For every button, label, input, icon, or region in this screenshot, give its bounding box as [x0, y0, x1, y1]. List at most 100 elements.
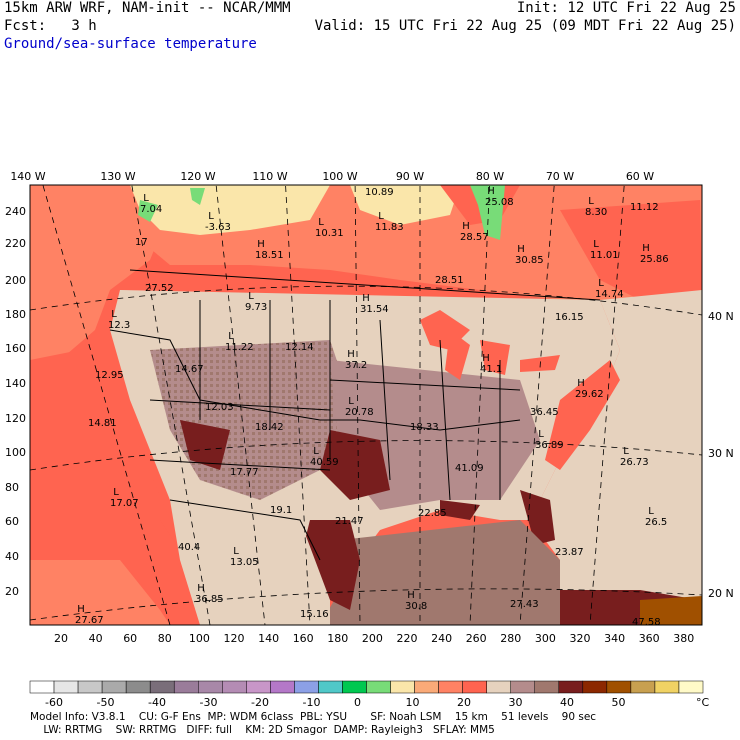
value-label: 17.77: [230, 467, 259, 478]
top-lon-label: 80 W: [476, 170, 504, 183]
left-y-label: 240: [5, 205, 26, 218]
colorbar-swatch: [125, 680, 151, 694]
bottom-x-label: 200: [362, 632, 383, 645]
value-label: 17.07: [110, 498, 139, 509]
value-label: 41.09: [455, 463, 484, 474]
extremum-marker: H: [487, 186, 495, 197]
colorbar-swatch: [246, 680, 271, 694]
colorbar-tick-label: -10: [302, 696, 321, 709]
value-label: 17: [135, 237, 148, 248]
colorbar-swatch: [53, 680, 79, 694]
value-label: 40.59: [310, 457, 339, 468]
extremum-marker: L: [228, 331, 234, 342]
extremum-marker: H: [77, 604, 85, 615]
colorbar-swatch: [77, 680, 103, 694]
colorbar-swatch: [390, 680, 415, 694]
colorbar-swatch: [222, 680, 247, 694]
model-info-line2: LW: RRTMG SW: RRTMG DIFF: full KM: 2D Sm…: [30, 724, 495, 736]
extremum-marker: L: [143, 193, 149, 204]
extremum-marker: H: [482, 353, 490, 364]
colorbar-unit: °C: [696, 696, 710, 709]
value-label: 27.52: [145, 283, 174, 294]
extremum-marker: H: [517, 244, 525, 255]
bottom-x-label: 380: [673, 632, 694, 645]
value-label: 12.14: [285, 342, 314, 353]
map-frame: [29, 184, 703, 626]
extremum-marker: L: [598, 278, 604, 289]
right-lat-label: 40 N: [708, 310, 734, 323]
bottom-x-label: 240: [431, 632, 452, 645]
valid-time: Valid: 15 UTC Fri 22 Aug 25 (09 MDT Fri …: [314, 18, 736, 34]
colorbar-tick-label: 40: [560, 696, 574, 709]
extremum-marker: L: [348, 396, 354, 407]
value-label: 14.81: [88, 418, 117, 429]
bottom-x-label: 220: [397, 632, 418, 645]
colorbar-swatch: [462, 680, 487, 694]
value-label: 36.85: [195, 594, 224, 605]
bottom-x-label: 160: [293, 632, 314, 645]
bottom-x-label: 180: [327, 632, 348, 645]
value-label: 25.08: [485, 197, 514, 208]
model-info-line1: Model Info: V3.8.1 CU: G-F Ens MP: WDM 6…: [30, 711, 597, 723]
bottom-x-label: 300: [535, 632, 556, 645]
colorbar-swatch: [438, 680, 463, 694]
extremum-marker: L: [593, 239, 599, 250]
colorbar-swatch: [173, 680, 199, 694]
top-lon-label: 100 W: [322, 170, 357, 183]
left-y-label: 160: [5, 342, 26, 355]
left-y-label: 60: [5, 515, 19, 528]
top-lon-label: 110 W: [252, 170, 287, 183]
left-y-label: 120: [5, 412, 26, 425]
extremum-marker: L: [248, 291, 254, 302]
value-label: 16.15: [555, 312, 584, 323]
top-lon-label: 120 W: [180, 170, 215, 183]
colorbar-tick-label: 50: [611, 696, 626, 709]
value-label: 40.4: [178, 542, 200, 553]
value-label: 7.04: [140, 204, 162, 215]
extremum-marker: H: [642, 243, 650, 254]
value-label: 8.30: [585, 207, 607, 218]
colorbar-tick-label: -40: [148, 696, 166, 709]
bottom-x-label: 120: [224, 632, 245, 645]
colorbar-swatch: [654, 680, 680, 694]
value-label: 20.78: [345, 407, 374, 418]
extremum-marker: L: [313, 446, 319, 457]
value-label: 11.01: [590, 250, 619, 261]
bottom-x-label: 40: [89, 632, 103, 645]
value-label: 27.43: [510, 599, 539, 610]
colorbar-swatch: [149, 680, 175, 694]
value-label: 22.85: [418, 508, 447, 519]
extremum-marker: H: [257, 239, 265, 250]
colorbar-swatch: [318, 680, 343, 694]
extremum-marker: H: [362, 293, 370, 304]
value-label: 30.8: [405, 601, 427, 612]
extremum-marker: L: [113, 487, 119, 498]
value-label: 36.89: [535, 440, 564, 451]
colorbar-swatch: [582, 680, 608, 694]
colorbar-swatch: [510, 680, 536, 694]
colorbar-swatch: [630, 680, 656, 694]
colorbar-tick-label: 10: [405, 696, 420, 709]
colorbar-tick-label: 20: [457, 696, 471, 709]
value-label: 27.67: [75, 615, 104, 626]
value-label: 12.3: [108, 320, 130, 331]
left-y-label: 20: [5, 585, 19, 598]
colorbar-swatch: [366, 680, 391, 694]
extremum-marker: H: [197, 583, 205, 594]
value-label: 21.47: [335, 516, 364, 527]
extremum-marker: L: [623, 446, 629, 457]
colorbar-tick-label: -30: [199, 696, 218, 709]
extremum-marker: L: [588, 196, 594, 207]
axis-labels: 140 W 130 W 120 W 110 W 100 W 90 W 80 W 70 W 60 …: [5, 170, 734, 645]
colorbar-swatch: [101, 680, 127, 694]
colorbar-swatch: [534, 680, 560, 694]
colorbar-swatch: [270, 680, 295, 694]
value-label: 18.51: [255, 250, 284, 261]
colorbar-swatch: [414, 680, 439, 694]
left-y-label: 100: [5, 446, 26, 459]
left-y-label: 220: [5, 237, 26, 250]
value-label: 11.12: [630, 202, 659, 213]
colorbar-tick-label: 30: [508, 696, 523, 709]
